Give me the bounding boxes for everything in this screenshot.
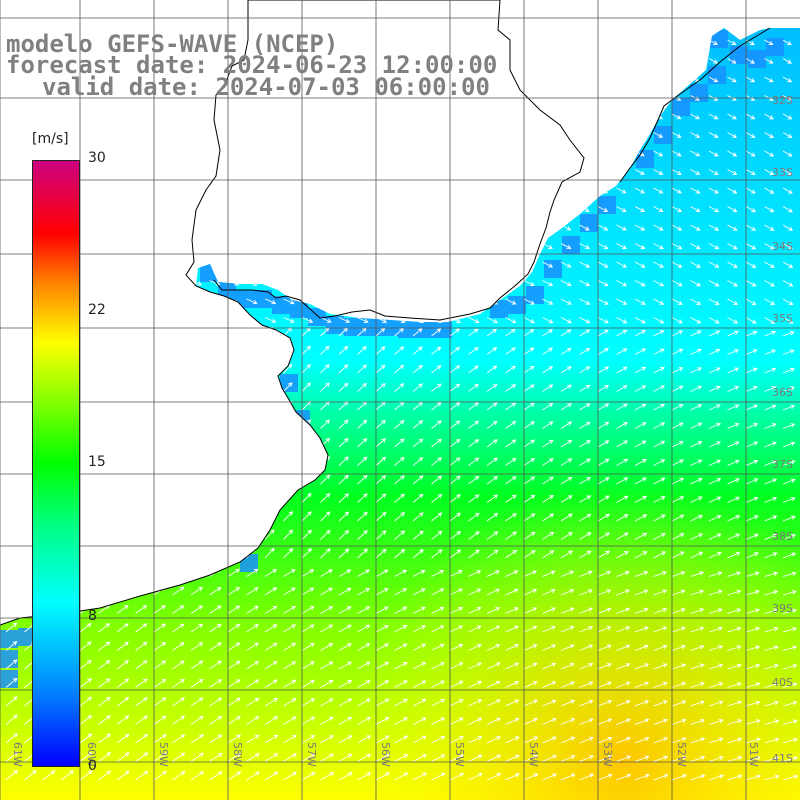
- latitude-label: 34S: [772, 240, 793, 253]
- longitude-label: 55W: [453, 742, 466, 767]
- colorbar-unit: [m/s]: [32, 131, 69, 147]
- colorbar-tick: 22: [88, 302, 106, 318]
- longitude-label: 53W: [601, 742, 614, 767]
- colorbar-tick: 30: [88, 150, 106, 166]
- longitude-label: 58W: [231, 742, 244, 767]
- latitude-label: 38S: [772, 530, 793, 543]
- longitude-label: 54W: [527, 742, 540, 767]
- title-valid-date: valid date: 2024-07-03 06:00:00: [42, 73, 490, 101]
- colorbar-tick: 15: [88, 454, 106, 470]
- latitude-label: 41S: [772, 752, 793, 765]
- latitude-label: 32S: [772, 94, 793, 107]
- longitude-label: 61W: [11, 742, 24, 767]
- longitude-label: 59W: [157, 742, 170, 767]
- latitude-label: 35S: [772, 312, 793, 325]
- latitude-label: 39S: [772, 602, 793, 615]
- colorbar: [32, 160, 80, 767]
- latitude-label: 36S: [772, 386, 793, 399]
- longitude-label: 57W: [305, 742, 318, 767]
- latitude-label: 33S: [772, 166, 793, 179]
- title-model: modelo GEFS-WAVE (NCEP): [6, 30, 339, 58]
- title-forecast-date: forecast date: 2024-06-23 12:00:00: [6, 51, 498, 79]
- longitude-label: 60W: [85, 742, 98, 767]
- colorbar-tick: 0: [88, 758, 97, 774]
- longitude-label: 56W: [379, 742, 392, 767]
- colorbar-tick: 8: [88, 608, 97, 624]
- latitude-label: 40S: [772, 676, 793, 689]
- latitude-label: 37S: [772, 458, 793, 471]
- longitude-label: 52W: [675, 742, 688, 767]
- longitude-labels: 61W 60W 59W 58W 57W 56W 55W 54W 53W 52W 51W: [11, 742, 760, 767]
- latitude-labels: 32S 33S 34S 35S 36S 37S 38S 39S 40S 41S: [772, 94, 793, 765]
- longitude-label: 51W: [747, 742, 760, 767]
